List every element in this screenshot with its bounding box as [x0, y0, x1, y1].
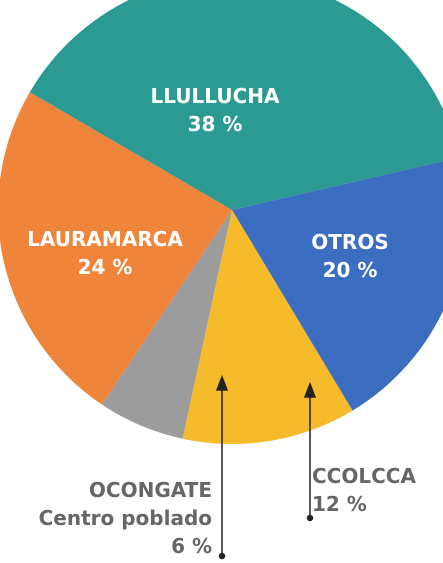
- value-label: 24 %: [77, 255, 133, 279]
- slice-label: LLULLUCHA 38 %: [151, 82, 280, 138]
- slice: [232, 161, 443, 411]
- category-label: CCOLCCA: [312, 464, 416, 488]
- arrow-dot: [218, 552, 226, 560]
- slice: [101, 210, 232, 439]
- category-label: LAURAMARCA: [27, 227, 183, 251]
- value-label: 38 %: [187, 112, 243, 136]
- pie: [0, 0, 443, 445]
- value-label: 12 %: [312, 492, 367, 516]
- category-label: OTROS: [311, 230, 389, 254]
- slice: [29, 0, 443, 210]
- slice-label: OTROS 20 %: [311, 228, 388, 284]
- slice: [0, 92, 232, 405]
- arrows: [215, 374, 317, 560]
- value-label: 20 %: [322, 258, 378, 282]
- slice-label: OCONGATE Centro poblado 6 %: [39, 476, 212, 560]
- arrow-head: [303, 381, 317, 398]
- arrow-head: [215, 374, 229, 391]
- arrow-dot: [306, 514, 314, 522]
- category-label: LLULLUCHA: [150, 84, 280, 108]
- value-label: 6 %: [171, 534, 212, 558]
- category-label: OCONGATE Centro poblado: [38, 478, 212, 530]
- slice-label: LAURAMARCA 24 %: [27, 225, 183, 281]
- slice-label: CCOLCCA 12 %: [312, 462, 416, 518]
